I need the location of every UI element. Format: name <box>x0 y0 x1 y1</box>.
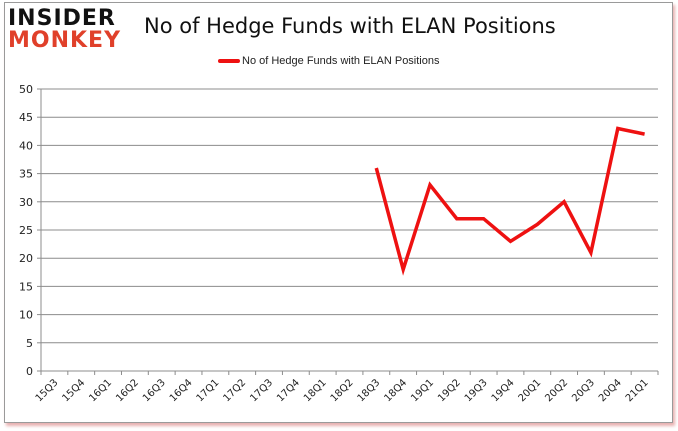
x-tick-label: 18Q3 <box>356 377 383 404</box>
x-tick-label: 16Q1 <box>87 377 114 404</box>
x-tick-label: 15Q4 <box>61 377 88 404</box>
y-tick-label: 0 <box>26 365 33 378</box>
x-tick-label: 17Q4 <box>275 377 302 404</box>
x-tick-label: 18Q1 <box>302 377 329 404</box>
x-tick-label: 20Q3 <box>570 377 597 404</box>
chart-legend: No of Hedge Funds with ELAN Positions <box>218 55 440 67</box>
y-tick-label: 25 <box>19 224 33 237</box>
x-tick-label: 20Q2 <box>543 377 570 404</box>
x-tick-label: 19Q3 <box>463 377 490 404</box>
y-tick-label: 20 <box>19 252 33 265</box>
x-tick-label: 18Q4 <box>382 377 409 404</box>
insider-monkey-logo: INSIDER MONKEY <box>8 8 128 52</box>
chart-title: No of Hedge Funds with ELAN Positions <box>144 14 556 38</box>
x-tick-label: 21Q1 <box>624 377 651 404</box>
y-tick-label: 50 <box>19 83 33 96</box>
x-tick-label: 20Q4 <box>597 377 624 404</box>
x-tick-label: 19Q4 <box>490 377 517 404</box>
y-tick-label: 5 <box>26 337 33 350</box>
x-tick-label: 19Q1 <box>409 377 436 404</box>
x-tick-label: 20Q1 <box>517 377 544 404</box>
y-tick-label: 45 <box>19 111 33 124</box>
x-tick-label: 16Q2 <box>114 377 141 404</box>
x-tick-label: 17Q2 <box>221 377 248 404</box>
y-tick-label: 40 <box>19 139 33 152</box>
x-tick-label: 18Q2 <box>329 377 356 404</box>
y-tick-label: 15 <box>19 280 33 293</box>
x-tick-label: 19Q2 <box>436 377 463 404</box>
y-tick-label: 10 <box>19 309 33 322</box>
chart-frame <box>4 2 673 423</box>
x-tick-label: 15Q3 <box>34 377 61 404</box>
x-tick-label: 17Q1 <box>195 377 222 404</box>
y-tick-label: 35 <box>19 168 33 181</box>
logo-line-1: INSIDER <box>8 6 116 31</box>
legend-label: No of Hedge Funds with ELAN Positions <box>242 55 440 67</box>
x-tick-label: 16Q4 <box>168 377 195 404</box>
series-line <box>374 126 645 276</box>
x-tick-label: 17Q3 <box>248 377 275 404</box>
x-tick-label: 16Q3 <box>141 377 168 404</box>
y-tick-label: 30 <box>19 196 33 209</box>
logo-line-2: MONKEY <box>8 28 122 53</box>
legend-line-swatch-icon <box>218 59 240 63</box>
